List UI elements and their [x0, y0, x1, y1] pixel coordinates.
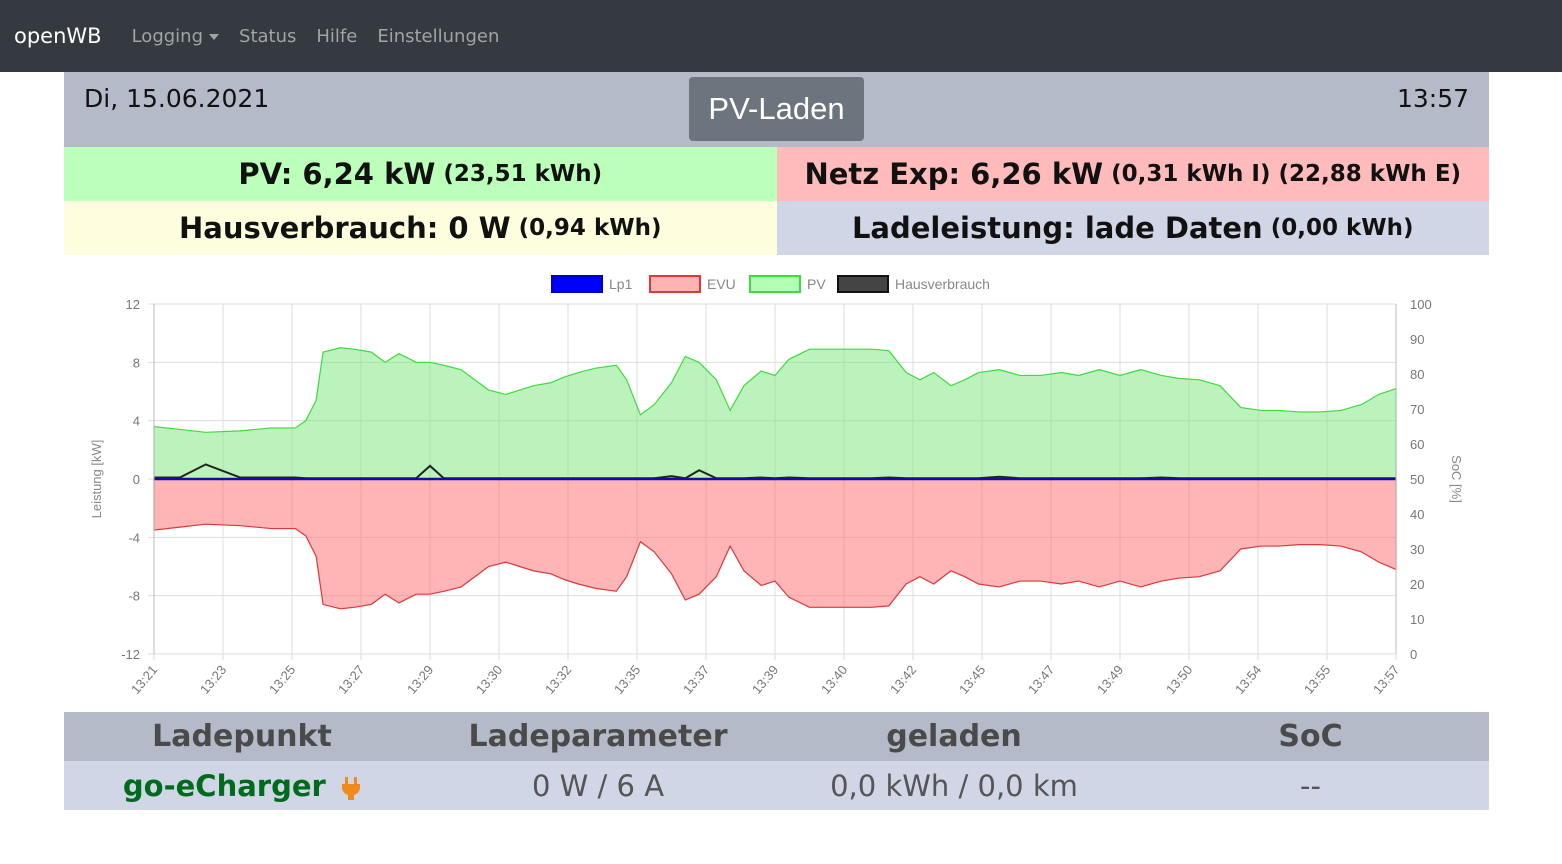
y-tick-label: -8 — [128, 589, 140, 604]
legend-label-lp1: Lp1 — [609, 276, 633, 292]
y2-tick-label: 40 — [1410, 507, 1424, 522]
time: 13:57 — [1396, 84, 1469, 113]
nav-status[interactable]: Status — [239, 25, 297, 47]
table-row: go-eCharger 0 W / 6 A 0,0 kWh / 0,0 km -… — [64, 761, 1489, 810]
y2-tick-label: 20 — [1410, 577, 1424, 592]
col-geladen: geladen — [886, 719, 1022, 754]
x-tick-label: 13:21 — [128, 662, 160, 697]
y2-tick-label: 50 — [1410, 472, 1424, 487]
header-bar: Di, 15.06.2021 PV-Laden 13:57 — [64, 72, 1489, 147]
chargepoint-name[interactable]: go-eCharger — [64, 769, 420, 803]
col-ladeparameter: Ladeparameter — [468, 719, 728, 754]
y2-tick-label: 30 — [1410, 542, 1424, 557]
charge-summary: Ladeleistung: lade Daten (0,00 kWh) — [776, 201, 1489, 255]
legend-label-hausverbrauch: Hausverbrauch — [895, 276, 990, 292]
y-tick-label: 12 — [126, 297, 140, 312]
chargepoint-label: go-eCharger — [122, 768, 326, 803]
plug-icon — [342, 776, 361, 800]
legend-label-evu: EVU — [707, 276, 736, 292]
soc-value: -- — [1300, 768, 1321, 803]
series-evu — [153, 478, 1397, 610]
y2-tick-label: 90 — [1410, 332, 1424, 347]
house-power: Hausverbrauch: 0 W — [178, 211, 511, 245]
y2-tick-label: 80 — [1410, 367, 1424, 382]
legend-swatch-hausverbrauch — [837, 275, 889, 293]
date: Di, 15.06.2021 — [84, 84, 270, 113]
x-tick-label: 13:57 — [1370, 662, 1402, 697]
x-tick-label: 13:55 — [1301, 662, 1333, 697]
legend-swatch-evu — [649, 275, 701, 293]
caret-down-icon — [209, 33, 220, 40]
x-tick-label: 13:50 — [1163, 662, 1195, 697]
mode-button[interactable]: PV-Laden — [689, 77, 864, 141]
x-tick-label: 13:40 — [818, 662, 850, 697]
x-tick-label: 13:32 — [542, 662, 574, 697]
y2-tick-label: 70 — [1410, 402, 1424, 417]
y-tick-label: 8 — [133, 355, 140, 370]
x-tick-label: 13:23 — [197, 662, 229, 697]
pv-energy: (23,51 kWh) — [443, 161, 603, 187]
nav-einstellungen[interactable]: Einstellungen — [377, 25, 500, 47]
x-tick-label: 13:49 — [1094, 662, 1126, 697]
charged-amount: 0,0 kWh / 0,0 km — [830, 768, 1078, 803]
legend-label-pv: PV — [807, 276, 826, 292]
series-pv — [153, 347, 1397, 480]
y-tick-label: -4 — [128, 530, 140, 545]
grid-power: Netz Exp: 6,26 kW — [804, 157, 1104, 191]
x-tick-label: 13:27 — [335, 662, 367, 697]
grid-summary: Netz Exp: 6,26 kW (0,31 kWh I) (22,88 kWh… — [776, 147, 1489, 201]
x-tick-label: 13:37 — [680, 662, 712, 697]
x-tick-label: 13:30 — [473, 662, 505, 697]
y-tick-label: 0 — [133, 472, 140, 487]
x-tick-label: 13:54 — [1232, 662, 1264, 697]
col-ladepunkt: Ladepunkt — [152, 719, 332, 754]
nav-logging-label: Logging — [131, 25, 204, 47]
y2-axis-label: SoC [%] — [1449, 455, 1464, 503]
y-tick-label: -12 — [121, 647, 140, 662]
pv-power: PV: 6,24 kW — [238, 157, 436, 191]
legend-swatch-lp1 — [551, 275, 603, 293]
x-tick-label: 13:29 — [404, 662, 436, 697]
house-energy: (0,94 kWh) — [518, 215, 662, 241]
table-header: Ladepunkt Ladeparameter geladen SoC — [64, 712, 1489, 761]
chargepoint-table: Ladepunkt Ladeparameter geladen SoC go-e… — [64, 712, 1489, 810]
summary: PV: 6,24 kW (23,51 kWh) Netz Exp: 6,26 kW… — [64, 147, 1489, 255]
brand[interactable]: openWB — [14, 24, 102, 48]
x-tick-label: 13:45 — [956, 662, 988, 697]
y-tick-label: 4 — [133, 414, 140, 429]
charge-energy: (0,00 kWh) — [1270, 215, 1414, 241]
grid-energy: (0,31 kWh I) (22,88 kWh E) — [1111, 161, 1462, 187]
y2-tick-label: 10 — [1410, 612, 1424, 627]
x-tick-label: 13:25 — [266, 662, 298, 697]
legend-swatch-pv — [749, 275, 801, 293]
y2-tick-label: 60 — [1410, 437, 1424, 452]
y2-tick-label: 0 — [1410, 647, 1417, 662]
nav-hilfe[interactable]: Hilfe — [316, 25, 358, 47]
y2-tick-label: 100 — [1410, 297, 1432, 312]
charge-power: Ladeleistung: lade Daten — [851, 211, 1263, 245]
x-tick-label: 13:47 — [1025, 662, 1057, 697]
col-soc: SoC — [1278, 719, 1343, 754]
charge-params: 0 W / 6 A — [531, 768, 665, 803]
house-summary: Hausverbrauch: 0 W (0,94 kWh) — [64, 201, 777, 255]
x-tick-label: 13:42 — [887, 662, 919, 697]
x-tick-label: 13:35 — [611, 662, 643, 697]
nav-logging[interactable]: Logging — [131, 25, 220, 47]
y-axis-label: Leistung [kW] — [89, 440, 104, 519]
navbar: openWB Logging Status Hilfe Einstellunge… — [0, 0, 1562, 72]
x-tick-label: 13:39 — [749, 662, 781, 697]
pv-summary: PV: 6,24 kW (23,51 kWh) — [64, 147, 777, 201]
